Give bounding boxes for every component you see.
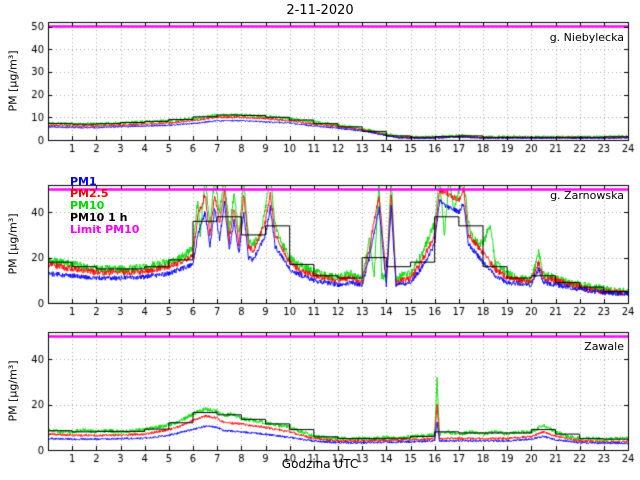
legend-item-pm10-1h: PM10 1 h [70,211,128,224]
x-axis-label: Godzina UTC [281,457,359,471]
legend-item-pm1: PM1 [70,175,97,188]
station-label-zarnowska: g. Zarnowska [550,189,624,202]
y-axis-label-panel1: PM [µg/m³] [6,50,20,112]
station-label-niebylecka: g. Niebylecka [549,31,624,44]
chart-title: 2-11-2020 [286,3,354,18]
y-axis-label-panel3: PM [µg/m³] [6,360,20,422]
legend-item-limit-pm10: Limit PM10 [70,223,140,236]
legend: PM1 PM2.5 PM10 PM10 1 h Limit PM10 [70,176,139,236]
y-axis-label-panel2: PM [µg/m³] [6,213,20,275]
legend-item-pm25: PM2.5 [70,187,109,200]
station-label-zawale: Zawale [584,340,624,353]
legend-item-pm10: PM10 [70,199,105,212]
